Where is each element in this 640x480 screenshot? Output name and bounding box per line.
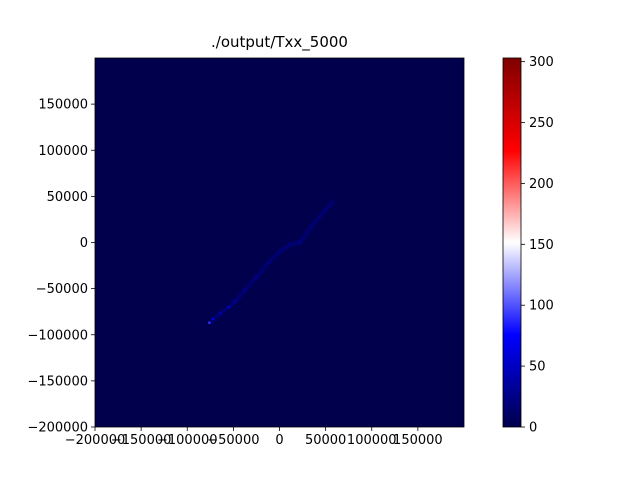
data-point: [310, 224, 313, 228]
x-tick-label: 100000: [347, 433, 397, 448]
data-point: [255, 276, 258, 279]
x-tick-label: −50000: [207, 433, 259, 448]
y-tick-label: −150000: [27, 374, 88, 389]
data-point: [243, 289, 246, 292]
y-tick-label: −100000: [27, 328, 88, 343]
colorbar-tick-label: 50: [529, 360, 546, 375]
colorbar-tick-label: 150: [529, 238, 554, 253]
x-axis: −200000−150000−100000−50000 0 50000 1000001…: [65, 427, 443, 448]
x-tick-label: −200000: [65, 433, 126, 448]
data-point: [331, 199, 335, 203]
colorbar-tick-label: 0: [529, 421, 537, 436]
colorbar-tick-label: 300: [529, 55, 554, 70]
x-tick-label: 0: [275, 433, 283, 448]
y-tick-label: 100000: [38, 144, 88, 159]
feature-band: [208, 200, 335, 324]
data-point: [208, 321, 211, 324]
data-point: [219, 312, 222, 315]
y-axis: −200000 −150000 −100000 −50000 0 50000 100000 1…: [27, 98, 95, 436]
data-point: [227, 305, 230, 309]
data-point: [278, 250, 281, 253]
data-point: [267, 261, 270, 264]
data-feature-layer: [208, 199, 335, 324]
data-point: [322, 210, 325, 214]
x-tick-label: −100000: [157, 433, 218, 448]
chart-title: ./output/Txx_5000: [211, 33, 348, 51]
data-point: [289, 243, 292, 246]
y-tick-label: 150000: [38, 98, 88, 113]
colorbar-tick-label: 250: [529, 116, 554, 131]
data-point: [298, 241, 301, 244]
y-tick-label: −50000: [36, 282, 88, 297]
data-point: [234, 300, 237, 303]
plot-background: [95, 58, 464, 427]
colorbar-tick-label: 100: [529, 299, 554, 314]
y-tick-label: 50000: [47, 190, 88, 205]
colorbar: [502, 57, 522, 428]
colorbar-axis: 0 50 100 150 200 250 300: [521, 55, 554, 436]
x-tick-label: 50000: [305, 433, 346, 448]
y-tick-label: −200000: [27, 421, 88, 436]
data-point: [211, 317, 215, 321]
x-tick-label: −150000: [111, 433, 172, 448]
x-tick-label: 150000: [393, 433, 443, 448]
colorbar-tick-label: 200: [529, 177, 554, 192]
y-tick-label: 0: [80, 236, 88, 251]
